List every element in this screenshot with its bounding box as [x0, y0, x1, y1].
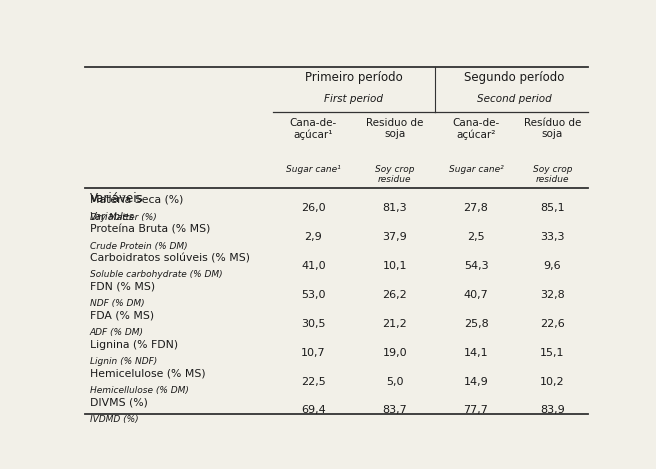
- Text: Sugar cane²: Sugar cane²: [449, 165, 503, 174]
- Text: 37,9: 37,9: [382, 232, 407, 242]
- Text: Cana-de-
açúcar¹: Cana-de- açúcar¹: [290, 118, 337, 140]
- Text: 40,7: 40,7: [464, 290, 488, 300]
- Text: 2,5: 2,5: [467, 232, 485, 242]
- Text: 14,1: 14,1: [464, 348, 488, 358]
- Text: Lignina (% FDN): Lignina (% FDN): [90, 340, 178, 350]
- Text: ADF (% DM): ADF (% DM): [90, 328, 144, 337]
- Text: 27,8: 27,8: [464, 203, 489, 213]
- Text: Matéria Seca (%): Matéria Seca (%): [90, 195, 183, 205]
- Text: 21,2: 21,2: [382, 319, 407, 329]
- Text: IVDMD (%): IVDMD (%): [90, 415, 138, 424]
- Text: DIVMS (%): DIVMS (%): [90, 398, 148, 408]
- Text: Hemicellulose (% DM): Hemicellulose (% DM): [90, 386, 188, 395]
- Text: 54,3: 54,3: [464, 261, 488, 271]
- Text: 22,5: 22,5: [301, 377, 325, 386]
- Text: Segundo período: Segundo período: [464, 71, 564, 84]
- Text: FDN (% MS): FDN (% MS): [90, 282, 155, 292]
- Text: 85,1: 85,1: [540, 203, 565, 213]
- Text: Lignin (% NDF): Lignin (% NDF): [90, 357, 157, 366]
- Text: Cana-de-
açúcar²: Cana-de- açúcar²: [453, 118, 500, 140]
- Text: 2,9: 2,9: [304, 232, 322, 242]
- Text: Proteína Bruta (% MS): Proteína Bruta (% MS): [90, 224, 210, 234]
- Text: Carboidratos solúveis (% MS): Carboidratos solúveis (% MS): [90, 253, 250, 263]
- Text: First period: First period: [325, 94, 384, 104]
- Text: Primeiro período: Primeiro período: [305, 71, 403, 84]
- Text: 19,0: 19,0: [382, 348, 407, 358]
- Text: 10,7: 10,7: [301, 348, 325, 358]
- Text: Resíduo de
soja: Resíduo de soja: [523, 118, 581, 139]
- Text: Soy crop
residue: Soy crop residue: [375, 165, 415, 184]
- Text: 10,2: 10,2: [540, 377, 565, 386]
- Text: 30,5: 30,5: [301, 319, 325, 329]
- Text: 81,3: 81,3: [382, 203, 407, 213]
- Text: 26,2: 26,2: [382, 290, 407, 300]
- Text: Variables: Variables: [90, 212, 134, 221]
- Text: Sugar cane¹: Sugar cane¹: [286, 165, 340, 174]
- Text: 25,8: 25,8: [464, 319, 488, 329]
- Text: 15,1: 15,1: [540, 348, 565, 358]
- Text: Hemicelulose (% MS): Hemicelulose (% MS): [90, 369, 205, 378]
- Text: 26,0: 26,0: [301, 203, 325, 213]
- Text: Soluble carbohydrate (% DM): Soluble carbohydrate (% DM): [90, 271, 222, 280]
- Text: 83,7: 83,7: [382, 406, 407, 416]
- Text: 32,8: 32,8: [540, 290, 565, 300]
- Text: Dry Matter (%): Dry Matter (%): [90, 212, 156, 222]
- Text: Variáveis: Variáveis: [90, 192, 144, 204]
- Text: 83,9: 83,9: [540, 406, 565, 416]
- Text: 41,0: 41,0: [301, 261, 325, 271]
- Text: Crude Protein (% DM): Crude Protein (% DM): [90, 242, 187, 250]
- Text: 9,6: 9,6: [543, 261, 561, 271]
- Text: NDF (% DM): NDF (% DM): [90, 299, 144, 308]
- Text: 69,4: 69,4: [301, 406, 325, 416]
- Text: Soy crop
residue: Soy crop residue: [533, 165, 572, 184]
- Text: 53,0: 53,0: [301, 290, 325, 300]
- Text: 22,6: 22,6: [540, 319, 565, 329]
- Text: 14,9: 14,9: [464, 377, 488, 386]
- Text: 10,1: 10,1: [382, 261, 407, 271]
- Text: FDA (% MS): FDA (% MS): [90, 311, 154, 321]
- Text: 77,7: 77,7: [464, 406, 489, 416]
- Text: 33,3: 33,3: [540, 232, 565, 242]
- Text: Residuo de
soja: Residuo de soja: [366, 118, 423, 139]
- Text: Second period: Second period: [477, 94, 552, 104]
- Text: 5,0: 5,0: [386, 377, 403, 386]
